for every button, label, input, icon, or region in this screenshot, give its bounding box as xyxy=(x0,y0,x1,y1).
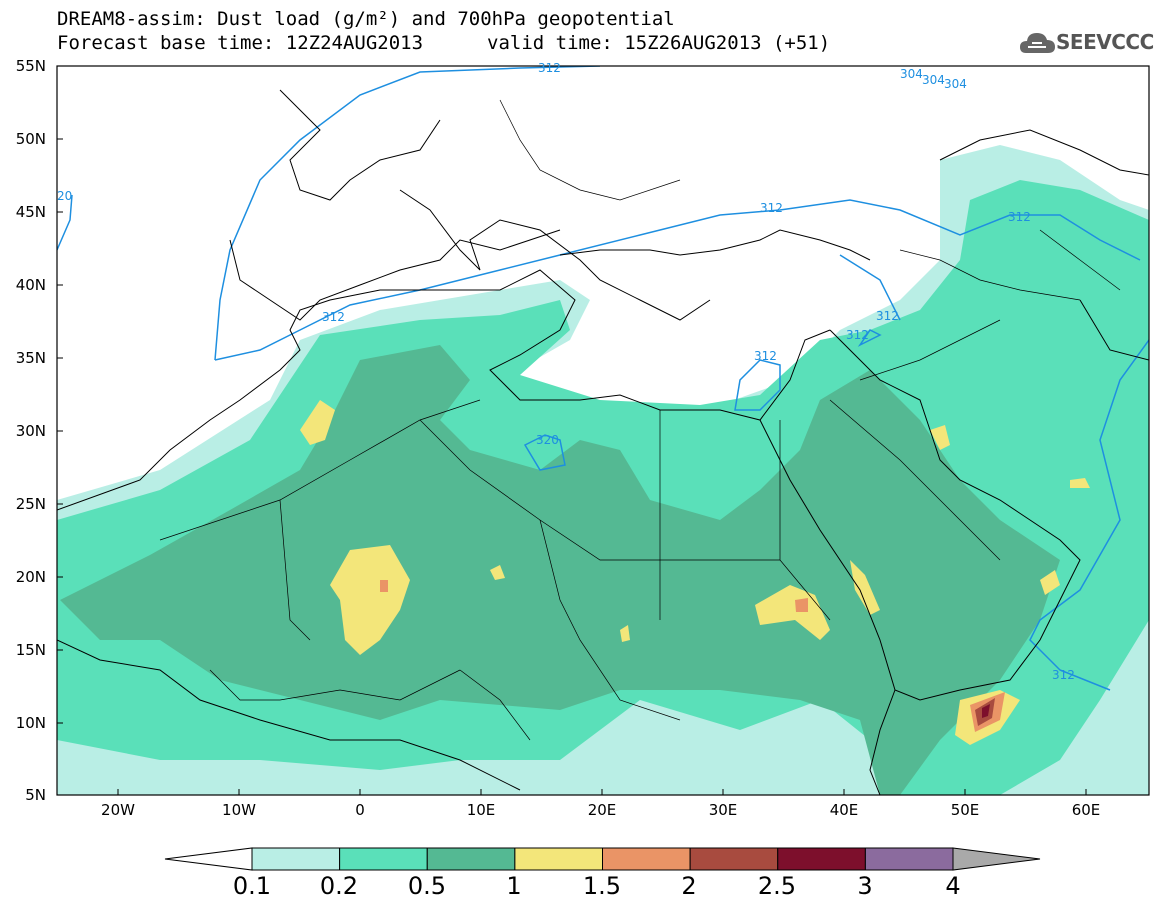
contour-label: 320 xyxy=(536,433,559,447)
lon-label: 60E xyxy=(1071,801,1101,819)
colorbar-label: 0.2 xyxy=(319,872,359,900)
dust-field-1 xyxy=(755,585,830,640)
dust-field-2.5 xyxy=(982,704,990,718)
colorbar-left-arrow xyxy=(164,847,253,871)
lat-label: 20N xyxy=(15,568,46,586)
lon-label: 40E xyxy=(829,801,859,819)
contour-label: 304 xyxy=(944,77,967,91)
valid-time: valid time: 15Z26AUG2013 (+51) xyxy=(487,32,831,54)
colorbar-label: 0.1 xyxy=(232,872,272,900)
lon-label: 30E xyxy=(708,801,738,819)
coastlines xyxy=(57,89,1149,795)
dust-field-1 xyxy=(490,565,505,580)
lon-label: 0 xyxy=(355,801,365,819)
lat-label: 35N xyxy=(15,349,46,367)
colorbar-label: 4 xyxy=(945,872,961,900)
colorbar-swatch xyxy=(251,847,341,871)
contour-label: 304 xyxy=(922,73,945,87)
lat-label: 15N xyxy=(15,641,46,659)
colorbar-swatch xyxy=(426,847,516,871)
lat-ticks xyxy=(57,65,63,724)
country-borders xyxy=(159,99,1121,741)
dust-field-1 xyxy=(850,560,880,615)
dust-field-1.5 xyxy=(380,580,388,592)
contour-label: 20 xyxy=(57,189,72,203)
dust-field-1 xyxy=(620,625,630,642)
lat-label: 5N xyxy=(25,786,46,804)
colorbar-right-arrow xyxy=(952,847,1041,871)
cloud-logo-icon xyxy=(1020,33,1055,53)
contour-label: 312 xyxy=(846,328,869,342)
colorbar-swatch xyxy=(602,847,691,871)
dust-field-1 xyxy=(1070,478,1090,488)
lat-label: 50N xyxy=(15,130,46,148)
lat-label: 10N xyxy=(15,714,46,732)
colorbar-label: 3 xyxy=(857,872,873,900)
lon-label: 10W xyxy=(222,801,256,819)
colorbar-label: 2 xyxy=(681,872,697,900)
lon-label: 20W xyxy=(101,801,135,819)
dust-field-1 xyxy=(1040,570,1060,595)
contour-label: 312 xyxy=(760,201,783,215)
map-title: DREAM8-assim: Dust load (g/m²) and 700hP… xyxy=(57,8,675,30)
lat-label: 55N xyxy=(15,57,46,75)
contour-label: 312 xyxy=(322,310,345,324)
forecast-base-time: Forecast base time: 12Z24AUG2013 xyxy=(57,32,424,54)
colorbar-label: 1.5 xyxy=(582,872,622,900)
contour-label-group: 312 304 304 304 20 312 312 312 312 312 3… xyxy=(57,61,1075,682)
contour-label: 312 xyxy=(538,61,561,75)
dust-field-1.5 xyxy=(795,598,808,612)
colorbar-label: 1 xyxy=(506,872,522,900)
colorbar-swatch xyxy=(514,847,603,871)
colorbar-swatch xyxy=(777,847,866,871)
lon-label: 20E xyxy=(587,801,617,819)
contour-label: 312 xyxy=(876,309,899,323)
colorbar-label: 2.5 xyxy=(757,872,797,900)
dust-field-1 xyxy=(330,545,410,655)
colorbar xyxy=(164,847,1041,871)
dust-field-0.5 xyxy=(60,345,1060,795)
lat-label: 40N xyxy=(15,276,46,294)
lon-label: 10E xyxy=(466,801,496,819)
colorbar-swatch xyxy=(864,847,954,871)
logo-text: SEEVCCC xyxy=(1056,30,1154,54)
contour-label: 312 xyxy=(1008,210,1031,224)
lon-label: 50E xyxy=(950,801,980,819)
contour-label: 304 xyxy=(900,67,923,81)
lon-ticks xyxy=(117,789,1087,795)
dust-field-1 xyxy=(930,425,950,450)
lat-label: 45N xyxy=(15,203,46,221)
lat-label: 30N xyxy=(15,422,46,440)
dust-field-1 xyxy=(300,400,335,445)
lat-label: 25N xyxy=(15,495,46,513)
colorbar-label: 0.5 xyxy=(407,872,447,900)
geopotential-contours xyxy=(57,66,1149,691)
colorbar-swatch xyxy=(339,847,428,871)
contour-label: 312 xyxy=(754,349,777,363)
contour-label: 312 xyxy=(1052,668,1075,682)
colorbar-swatch xyxy=(689,847,779,871)
